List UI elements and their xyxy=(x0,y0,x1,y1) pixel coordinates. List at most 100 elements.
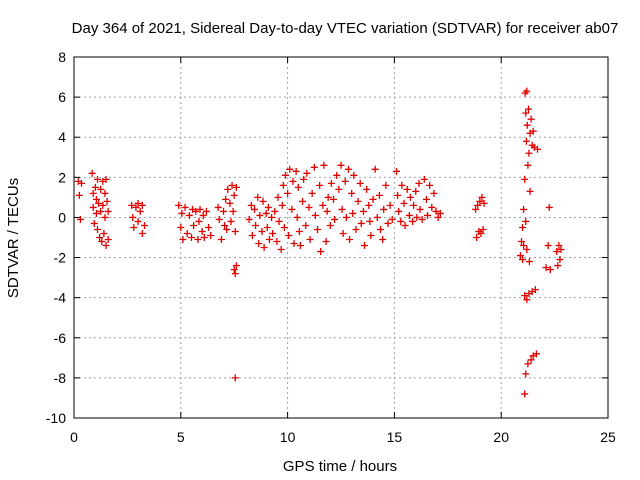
data-point xyxy=(527,115,535,123)
data-point xyxy=(90,219,98,227)
data-point xyxy=(356,179,364,187)
data-point xyxy=(128,201,136,209)
data-point xyxy=(104,236,112,244)
data-point xyxy=(288,205,296,213)
data-point xyxy=(434,213,442,221)
x-tick-label: 15 xyxy=(387,429,403,445)
data-point xyxy=(97,207,105,215)
data-point xyxy=(401,221,409,229)
y-axis-label: SDTVAR / TECUs xyxy=(5,178,22,298)
data-point xyxy=(247,201,255,209)
y-tick-label: -6 xyxy=(54,330,67,346)
data-point xyxy=(382,181,390,189)
data-point xyxy=(76,215,84,223)
data-point xyxy=(277,246,285,254)
data-point xyxy=(522,109,530,117)
data-point xyxy=(339,229,347,237)
data-point xyxy=(523,296,531,304)
data-point xyxy=(531,286,539,294)
data-point xyxy=(314,225,322,233)
data-points xyxy=(74,87,565,398)
data-point xyxy=(555,242,563,250)
data-point xyxy=(400,199,408,207)
chart-title: Day 364 of 2021, Sidereal Day-to-day VTE… xyxy=(72,20,619,37)
data-point xyxy=(278,201,286,209)
data-point xyxy=(187,234,195,241)
data-point xyxy=(269,229,277,237)
data-point xyxy=(342,213,350,221)
data-point xyxy=(525,258,533,266)
data-point xyxy=(375,191,383,199)
x-tick-label: 25 xyxy=(600,429,616,445)
data-point xyxy=(302,221,310,229)
data-point xyxy=(337,161,345,169)
data-point xyxy=(195,217,203,225)
data-point xyxy=(271,207,279,215)
data-point xyxy=(415,179,423,187)
data-point xyxy=(199,211,207,219)
data-point xyxy=(258,227,266,235)
data-point xyxy=(366,217,374,225)
data-point xyxy=(264,203,272,211)
data-point xyxy=(89,189,97,197)
gridlines xyxy=(74,57,608,418)
data-point xyxy=(350,171,358,179)
data-point xyxy=(280,223,288,231)
data-point xyxy=(281,171,289,179)
data-point xyxy=(413,213,421,221)
data-point xyxy=(529,127,537,135)
data-point xyxy=(557,246,565,254)
data-point xyxy=(296,242,304,250)
data-point xyxy=(554,262,562,270)
data-point xyxy=(185,211,193,219)
data-point xyxy=(294,183,302,191)
data-point xyxy=(248,231,256,239)
data-point xyxy=(380,205,388,213)
data-point xyxy=(300,175,308,183)
data-point xyxy=(279,181,287,189)
data-point xyxy=(227,217,235,225)
data-point xyxy=(546,266,554,274)
data-point xyxy=(303,169,311,177)
data-point xyxy=(346,236,354,244)
data-point xyxy=(93,175,101,183)
data-point xyxy=(319,201,327,209)
data-point xyxy=(320,161,328,169)
data-point xyxy=(138,201,146,209)
data-point xyxy=(371,165,379,173)
x-axis-label: GPS time / hours xyxy=(283,458,397,475)
data-point xyxy=(89,203,97,211)
y-tick-label: 6 xyxy=(58,89,66,105)
data-point xyxy=(230,191,238,199)
data-point xyxy=(263,223,271,231)
data-point xyxy=(230,266,238,274)
data-point xyxy=(181,203,189,211)
data-point xyxy=(140,221,148,229)
data-point xyxy=(275,217,283,225)
data-point xyxy=(327,179,335,187)
data-point xyxy=(317,248,325,256)
data-point xyxy=(478,193,486,201)
data-point xyxy=(524,161,532,169)
data-point xyxy=(132,203,140,211)
data-point xyxy=(260,244,268,252)
data-point xyxy=(348,189,356,197)
data-point xyxy=(373,213,381,221)
data-point xyxy=(290,240,298,248)
data-point xyxy=(476,197,484,205)
data-point xyxy=(384,219,392,227)
y-tick-label: 2 xyxy=(58,169,66,185)
data-point xyxy=(522,370,530,378)
data-point xyxy=(517,238,525,246)
data-point xyxy=(338,205,346,213)
data-point xyxy=(386,201,394,209)
data-point xyxy=(101,213,109,221)
data-point xyxy=(365,201,373,209)
data-point xyxy=(418,215,426,223)
data-point xyxy=(367,231,375,239)
data-point xyxy=(299,197,307,205)
data-point xyxy=(532,350,540,358)
data-point xyxy=(545,203,553,211)
data-point xyxy=(220,207,228,215)
